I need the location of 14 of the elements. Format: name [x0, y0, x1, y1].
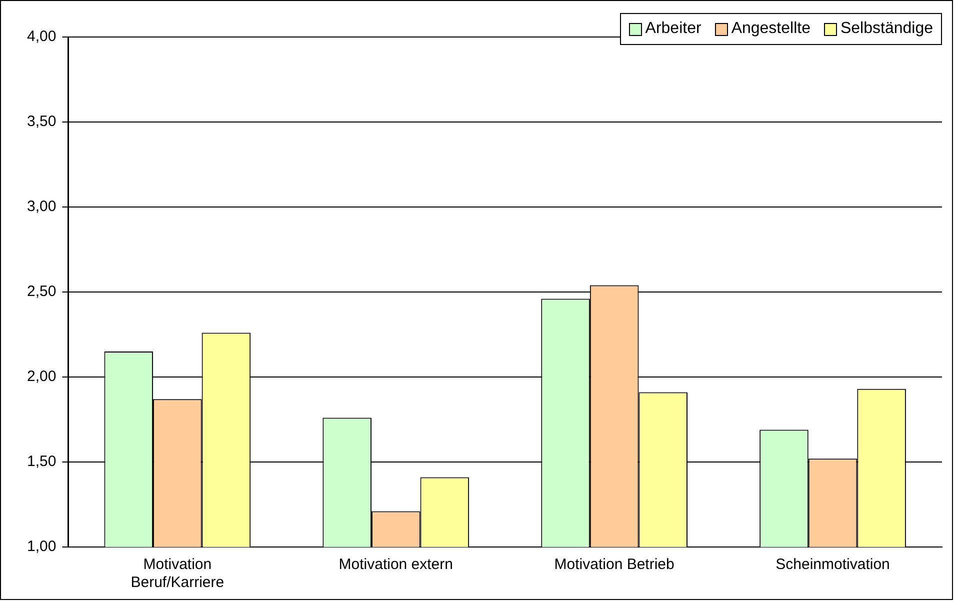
- legend-label: Selbständige: [840, 20, 933, 38]
- y-tick-label: 3,50: [26, 113, 56, 130]
- x-tick-label: Motivation extern: [338, 556, 453, 574]
- y-tick-label: 4,00: [26, 28, 56, 46]
- y-tick-label: 1,00: [26, 538, 56, 556]
- legend-label: Angestellte: [731, 20, 810, 38]
- x-tick-label: Motivation Betrieb: [554, 556, 674, 574]
- y-tick-label: 2,50: [26, 283, 56, 300]
- x-tick-label: Motivation Beruf/Karriere: [130, 556, 224, 592]
- y-tick-label: 1,50: [26, 453, 56, 470]
- legend-label: Arbeiter: [645, 20, 702, 38]
- y-tick-label: 2,00: [26, 368, 56, 386]
- x-tick-label: Scheinmotivation: [776, 556, 890, 574]
- y-tick-label: 3,00: [26, 198, 56, 216]
